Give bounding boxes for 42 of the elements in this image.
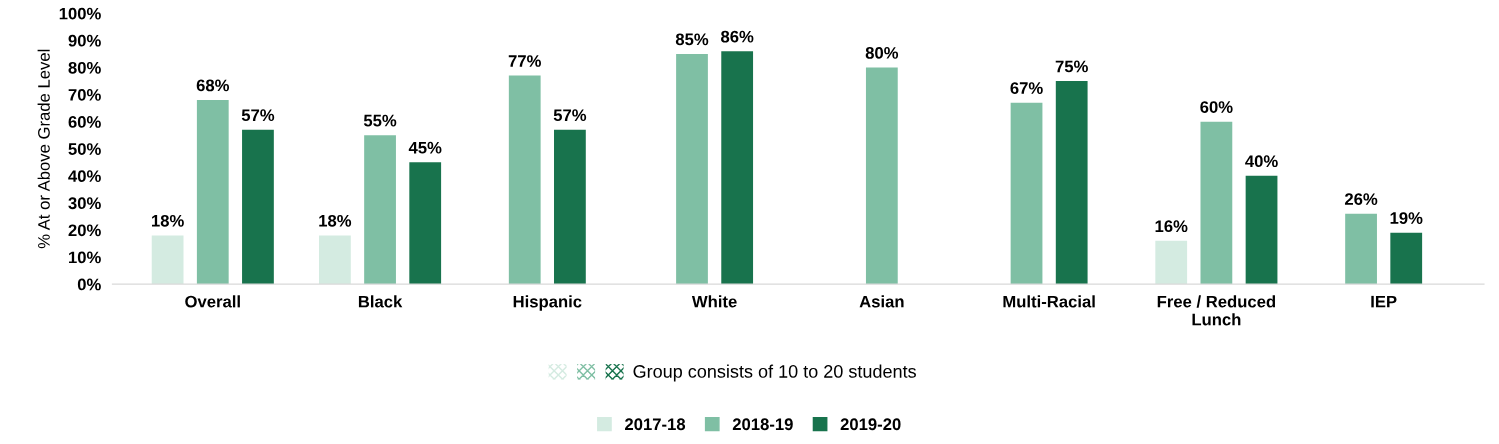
data-label: 68% — [196, 79, 230, 92]
y-tick-label: 30% — [68, 197, 101, 210]
data-label: 75% — [1055, 60, 1088, 73]
data-label: 16% — [1155, 220, 1188, 233]
legend-label: 2018-19 — [732, 418, 793, 431]
data-label: 18% — [151, 214, 184, 227]
x-tick-label: Hispanic — [513, 295, 582, 311]
data-label: 57% — [241, 109, 275, 122]
legend-label: 2017-18 — [625, 418, 686, 431]
y-tick-label: 80% — [68, 61, 101, 74]
data-label: 19% — [1390, 212, 1423, 224]
data-label: 67% — [1010, 82, 1043, 94]
data-label: 86% — [721, 30, 754, 43]
data-label: 55% — [363, 114, 397, 127]
y-tick-label: 70% — [68, 88, 101, 101]
text: Group consists of 10 to 20 students — [633, 364, 916, 382]
data-label: 77% — [508, 55, 541, 67]
y-tick-label: 40% — [68, 170, 101, 183]
x-tick-label: IEP — [1371, 295, 1397, 308]
y-tick-label: 20% — [68, 224, 101, 237]
x-tick-label: Black — [358, 295, 403, 308]
x-tick-label: Asian — [859, 295, 904, 308]
data-label: 18% — [319, 214, 352, 227]
x-tick-label: Free / Reduced Lunch — [1157, 295, 1276, 326]
data-label: 80% — [865, 46, 899, 59]
x-tick-label: White — [691, 295, 737, 308]
x-tick-label: Overall — [185, 295, 240, 308]
data-label: 40% — [1245, 155, 1278, 168]
data-label: 60% — [1200, 101, 1233, 113]
data-label: 45% — [408, 141, 442, 154]
data-label: 26% — [1344, 193, 1378, 206]
data-label: 57% — [553, 109, 587, 122]
y-tick-label: 60% — [68, 116, 101, 128]
y-tick-label: 90% — [68, 34, 101, 47]
y-tick-label: 10% — [69, 251, 101, 264]
y-tick-label: 50% — [68, 143, 101, 155]
x-tick-label: Multi-Racial — [1003, 295, 1095, 308]
data-label: 85% — [675, 33, 709, 46]
y-tick-label: 0% — [77, 278, 101, 291]
y-axis-title: % At or Above Grade Level — [37, 49, 50, 249]
y-tick-label: 100% — [59, 7, 101, 20]
legend-label: 2019-20 — [840, 418, 901, 431]
